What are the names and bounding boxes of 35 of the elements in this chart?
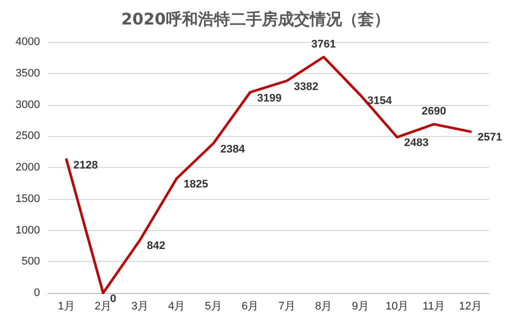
x-tick-label: 8月 [315, 300, 332, 312]
x-tick-label: 2月 [94, 300, 112, 312]
x-tick-label: 10月 [386, 300, 409, 312]
chart-title: 2020呼和浩特二手房成交情况（套） [121, 10, 390, 28]
y-tick-label: 1500 [16, 192, 40, 205]
x-tick-label: 1月 [58, 300, 75, 312]
data-label: 3761 [311, 38, 336, 50]
x-tick-label: 3月 [131, 300, 148, 312]
x-tick-label: 12月 [459, 300, 482, 312]
data-label: 2384 [220, 143, 246, 156]
data-label: 2128 [73, 159, 98, 172]
line-series [65, 56, 472, 294]
data-label: 3154 [367, 95, 393, 108]
data-label: 2690 [422, 106, 446, 118]
y-tick-label: 2500 [16, 130, 40, 142]
data-label: 842 [146, 240, 166, 252]
y-tick-label: 1000 [16, 224, 40, 236]
y-tick-label: 500 [22, 256, 40, 268]
y-tick-label: 3500 [16, 67, 40, 80]
x-tick-label: 4月 [168, 300, 186, 312]
data-label: 3199 [257, 92, 282, 104]
x-tick-label: 11月 [422, 300, 446, 312]
x-tick-label: 5月 [204, 300, 222, 312]
data-label: 0 [110, 293, 116, 305]
x-tick-label: 9月 [352, 300, 369, 312]
data-label: 2483 [404, 137, 429, 150]
x-tick-label: 6月 [242, 300, 259, 312]
y-tick-label: 3000 [16, 98, 40, 111]
data-label: 2571 [478, 132, 502, 144]
data-label: 1825 [184, 178, 208, 190]
data-label: 3382 [294, 80, 318, 93]
x-tick-label: 7月 [278, 300, 296, 312]
y-tick-label: 4000 [16, 36, 40, 48]
y-tick-label: 2000 [16, 162, 40, 174]
y-tick-label: 0 [34, 287, 40, 299]
